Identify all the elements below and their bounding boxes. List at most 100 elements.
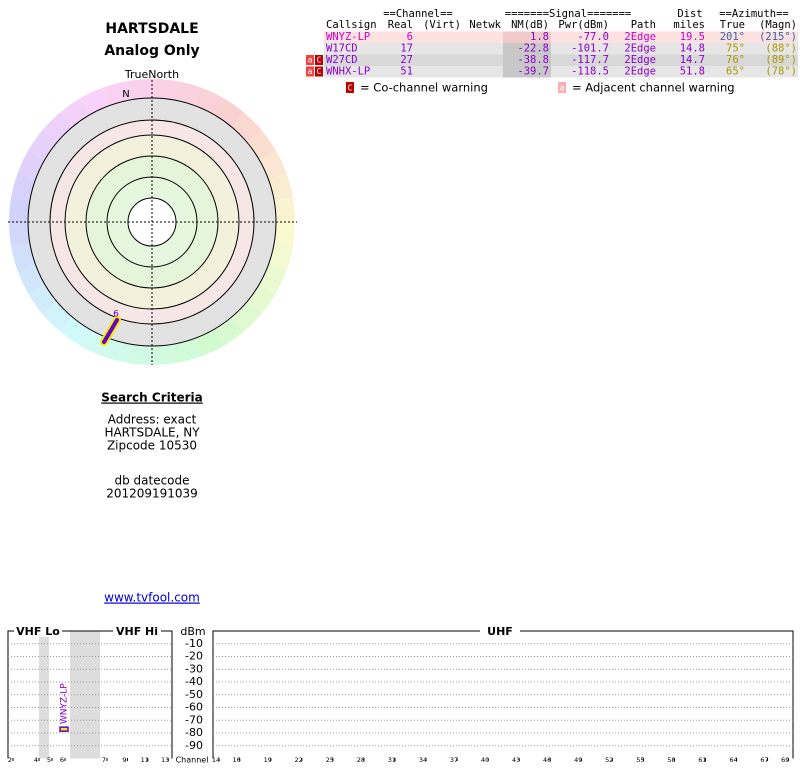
cell-path: 2Edge bbox=[624, 31, 656, 43]
cell-nm: -38.8 bbox=[517, 54, 549, 66]
band-label-bg bbox=[14, 625, 62, 637]
channel-label: 52 bbox=[605, 756, 613, 764]
cell-magn: (78°) bbox=[765, 66, 797, 78]
band-label-bg bbox=[480, 625, 520, 637]
search-title: Search Criteria bbox=[101, 391, 202, 405]
channel-label: 46 bbox=[543, 756, 551, 764]
channel-label: 61 bbox=[698, 756, 706, 764]
warning-symbol: a bbox=[308, 56, 313, 65]
station-label: WNYZ-LP bbox=[60, 683, 70, 724]
band-label: VHF Lo bbox=[16, 625, 60, 638]
cell-nm: -22.8 bbox=[517, 43, 549, 55]
cell-path: 2Edge bbox=[624, 54, 656, 66]
spectrum-chart: VHF Lo VHF Hi UHFdBm-10-20-30-40-50-60-70-… bbox=[7, 625, 794, 765]
cell-miles: 51.8 bbox=[680, 66, 705, 78]
datecode-label: db datecode bbox=[114, 474, 189, 488]
cell-nm: 1.8 bbox=[530, 31, 549, 43]
y-tick-label: -20 bbox=[185, 650, 203, 663]
datecode: 201209191039 bbox=[106, 487, 198, 501]
cell-callsign: WNYZ-LP bbox=[326, 31, 370, 43]
cell-magn: (88°) bbox=[765, 43, 797, 55]
channel-label: 19 bbox=[264, 756, 272, 764]
north-label: N bbox=[122, 89, 129, 100]
cell-nm: -39.7 bbox=[517, 66, 549, 78]
legend-symbol: C bbox=[348, 84, 353, 93]
cell-true: 65° bbox=[726, 66, 745, 78]
cell-magn: (89°) bbox=[765, 54, 797, 66]
nm-bg bbox=[503, 66, 551, 78]
nm-bg bbox=[503, 31, 551, 43]
column-header: (Magn) bbox=[759, 19, 797, 31]
cell-path: 2Edge bbox=[624, 66, 656, 78]
band-label: VHF Hi bbox=[116, 625, 158, 638]
group-header: ==Azimuth== bbox=[719, 8, 789, 20]
y-tick-label: -60 bbox=[185, 701, 203, 714]
row-bg bbox=[324, 54, 798, 66]
legend-text: = Adjacent channel warning bbox=[572, 81, 735, 95]
channel-label: 5 bbox=[47, 756, 51, 764]
cell-true: 201° bbox=[720, 31, 745, 43]
subtitle: Analog Only bbox=[104, 43, 199, 59]
title: HARTSDALE bbox=[105, 21, 198, 37]
column-header: Callsign bbox=[326, 19, 377, 31]
channel-label: 55 bbox=[636, 756, 644, 764]
y-tick-label: -10 bbox=[185, 637, 203, 650]
station-table: ==Channel== =======Signal======= Dist ==Azi… bbox=[306, 8, 798, 95]
cell-callsign: W17CD bbox=[326, 43, 358, 55]
polar-plot: N6 bbox=[8, 79, 297, 365]
cell-magn: (215°) bbox=[759, 31, 797, 43]
y-tick-label: -80 bbox=[185, 726, 203, 739]
y-tick-label: -50 bbox=[185, 688, 203, 701]
cell-miles: 19.5 bbox=[680, 31, 705, 43]
legend-symbol: a bbox=[560, 84, 565, 93]
channel-label: 34 bbox=[419, 756, 427, 764]
cell-pwr: -101.7 bbox=[571, 43, 609, 55]
column-header: Pwr(dBm) bbox=[558, 19, 609, 31]
cell-miles: 14.7 bbox=[680, 54, 705, 66]
y-tick-label: -70 bbox=[185, 713, 203, 726]
warning-badge bbox=[306, 66, 314, 77]
channel-label: 4 bbox=[34, 756, 38, 764]
warning-badge bbox=[306, 55, 314, 65]
warning-symbol: a bbox=[308, 67, 313, 76]
search-line: Address: exact bbox=[108, 413, 197, 427]
compass-label: TrueNorth bbox=[124, 68, 179, 81]
link[interactable]: www.tvfool.com bbox=[104, 591, 200, 605]
warning-symbol: C bbox=[317, 56, 322, 65]
column-header: (Virt) bbox=[423, 19, 461, 31]
channel-label: 22 bbox=[295, 756, 303, 764]
channel-label: 7 bbox=[102, 756, 106, 764]
channel-label: 43 bbox=[512, 756, 520, 764]
channel-label: 2 bbox=[8, 756, 12, 764]
legend-badge bbox=[346, 82, 354, 93]
cell-real: 51 bbox=[400, 66, 413, 78]
nm-bg bbox=[503, 54, 551, 66]
channel-label: 58 bbox=[667, 756, 675, 764]
group-header: Dist bbox=[677, 8, 702, 20]
band-label: UHF bbox=[487, 625, 513, 638]
cell-pwr: -77.0 bbox=[577, 31, 609, 43]
channel-label: 64 bbox=[729, 756, 737, 764]
cell-real: 6 bbox=[407, 31, 413, 43]
column-header: NM(dB) bbox=[511, 19, 549, 31]
channel-label: 40 bbox=[481, 756, 489, 764]
legend-text: = Co-channel warning bbox=[360, 81, 488, 95]
y-tick-label: -90 bbox=[185, 739, 203, 752]
station-bar bbox=[59, 726, 69, 732]
station-marker bbox=[102, 318, 119, 344]
y-tick-label: -40 bbox=[185, 675, 203, 688]
y-tick-label: -30 bbox=[185, 662, 203, 675]
band-label-bg bbox=[113, 625, 161, 637]
station-marker-label: 6 bbox=[113, 310, 119, 320]
cell-path: 2Edge bbox=[624, 43, 656, 55]
cell-callsign: WNHX-LP bbox=[326, 66, 370, 78]
search-line: Zipcode 10530 bbox=[107, 439, 197, 453]
cell-pwr: -118.5 bbox=[571, 66, 609, 78]
cell-real: 27 bbox=[400, 54, 413, 66]
channel-label: 49 bbox=[574, 756, 582, 764]
channel-label: 9 bbox=[122, 756, 126, 764]
y-axis-label: dBm bbox=[180, 625, 205, 638]
row-bg bbox=[324, 43, 798, 55]
row-bg bbox=[324, 31, 798, 43]
x-axis-label: Channel bbox=[176, 756, 209, 765]
